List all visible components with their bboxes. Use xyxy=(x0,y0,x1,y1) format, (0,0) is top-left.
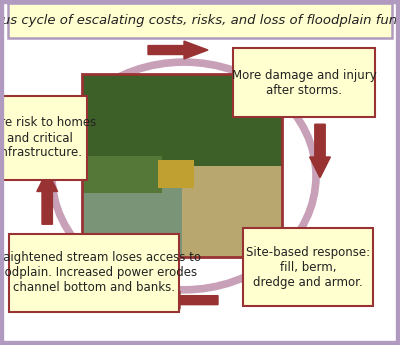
Text: Site-based response:
fill, berm,
dredge and armor.: Site-based response: fill, berm, dredge … xyxy=(246,246,370,289)
FancyBboxPatch shape xyxy=(0,36,400,345)
FancyArrow shape xyxy=(310,124,330,178)
Text: More risk to homes
and critical
infrastructure.: More risk to homes and critical infrastr… xyxy=(0,117,97,159)
Bar xyxy=(182,166,282,257)
FancyArrow shape xyxy=(156,291,218,309)
Bar xyxy=(158,160,194,188)
FancyBboxPatch shape xyxy=(8,3,392,38)
Bar xyxy=(82,74,282,175)
FancyArrow shape xyxy=(37,171,58,224)
Text: More damage and injury
after storms.: More damage and injury after storms. xyxy=(232,69,376,97)
Bar xyxy=(82,166,182,257)
Text: Straightened stream loses access to
floodplain. Increased power erodes
channel b: Straightened stream loses access to floo… xyxy=(0,251,202,294)
Text: A vicious cycle of escalating costs, risks, and loss of floodplain functions.: A vicious cycle of escalating costs, ris… xyxy=(0,14,400,27)
FancyBboxPatch shape xyxy=(233,48,375,117)
FancyBboxPatch shape xyxy=(0,0,400,36)
FancyBboxPatch shape xyxy=(243,228,373,306)
FancyBboxPatch shape xyxy=(0,96,87,180)
FancyArrow shape xyxy=(148,41,208,59)
FancyBboxPatch shape xyxy=(9,234,179,312)
Bar xyxy=(82,157,162,193)
